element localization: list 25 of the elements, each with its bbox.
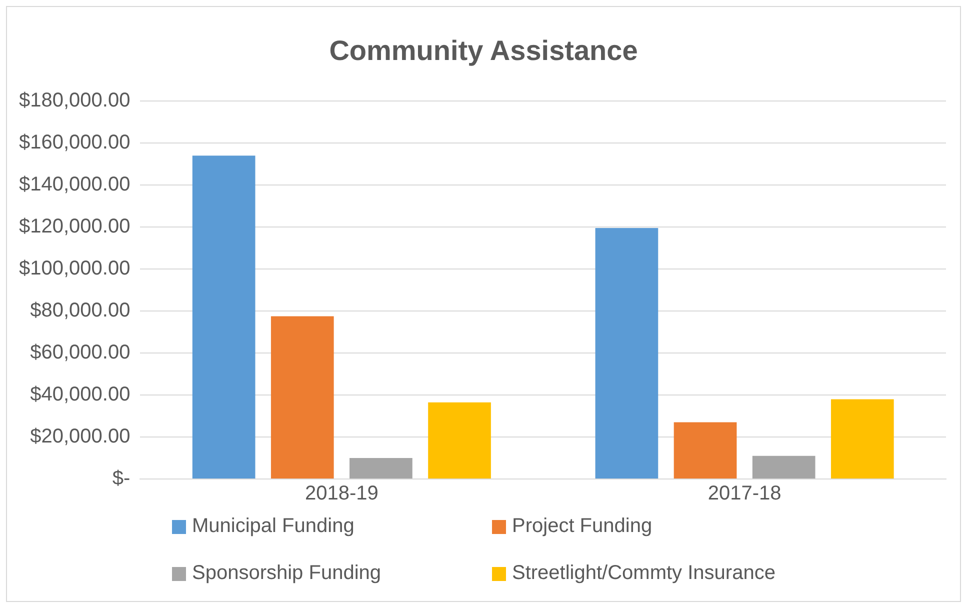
bar — [192, 156, 256, 478]
bar — [428, 402, 491, 478]
bar — [674, 422, 737, 478]
legend-label: Sponsorship Funding — [192, 562, 382, 585]
y-tick-label: $100,000.00 — [18, 258, 130, 280]
y-tick-label: $120,000.00 — [18, 216, 130, 238]
bar — [595, 228, 658, 478]
x-tick-label: 2017-18 — [708, 482, 782, 505]
y-tick-label: $140,000.00 — [18, 174, 130, 196]
bar — [830, 399, 894, 478]
y-tick-label: $180,000.00 — [18, 90, 130, 112]
y-tick-label: $160,000.00 — [18, 132, 130, 154]
bar — [350, 458, 412, 478]
bar — [752, 456, 816, 478]
bar — [270, 316, 334, 478]
chart-title: Community Assistance — [328, 35, 639, 67]
y-tick-label: $20,000.00 — [30, 426, 130, 448]
legend-label: Streetlight/Commty Insurance — [512, 562, 776, 585]
y-tick-label: $40,000.00 — [30, 384, 130, 406]
legend-label: Project Funding — [512, 515, 652, 538]
y-tick-label: $- — [112, 468, 130, 490]
legend-label: Municipal Funding — [192, 515, 354, 538]
y-tick-label: $80,000.00 — [30, 300, 130, 322]
x-tick-label: 2018-19 — [304, 482, 378, 505]
y-tick-label: $60,000.00 — [30, 342, 130, 364]
